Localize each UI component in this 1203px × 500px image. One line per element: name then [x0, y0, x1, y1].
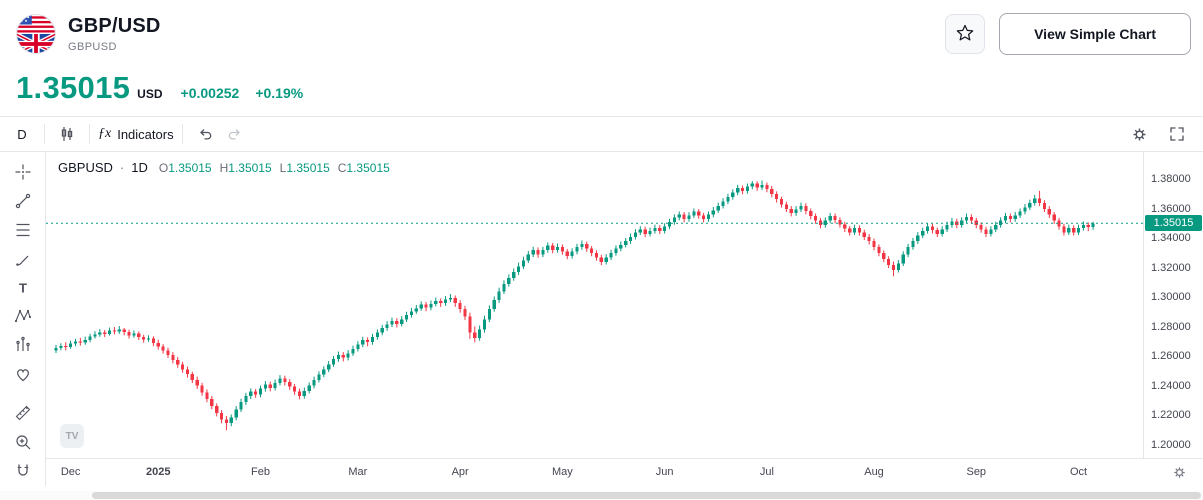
- scrollbar-thumb[interactable]: [92, 492, 1201, 499]
- price-tick: 1.38000: [1151, 173, 1191, 186]
- tool-crosshair-button[interactable]: [9, 160, 37, 187]
- quote-row: 1.35015 USD +0.00252 +0.19%: [0, 64, 1203, 116]
- price-tick: 1.28000: [1151, 320, 1191, 333]
- time-label: May: [552, 466, 573, 478]
- legend-symbol[interactable]: GBPUSD: [58, 160, 113, 175]
- interval-button[interactable]: D: [8, 120, 36, 148]
- price-tick: 1.36000: [1151, 202, 1191, 215]
- toolbar-separator: [44, 124, 45, 144]
- legend-open: 1.35015: [168, 160, 212, 175]
- text-tool-icon: T: [14, 279, 32, 300]
- tradingview-watermark: TV: [60, 424, 84, 448]
- gear-icon: [1172, 467, 1187, 483]
- indicators-label: Indicators: [117, 126, 174, 142]
- candlestick-chart[interactable]: [46, 152, 1143, 458]
- indicators-button[interactable]: ƒx Indicators: [98, 120, 174, 148]
- price-tick: 1.32000: [1151, 261, 1191, 274]
- gbpusd-flag-icon: [16, 14, 56, 54]
- redo-button[interactable]: [221, 120, 249, 148]
- toolbar-separator: [89, 124, 90, 144]
- undo-arrow-icon: [197, 126, 213, 142]
- page-title: GBP/USD: [68, 15, 161, 37]
- legend-low: 1.35015: [286, 160, 330, 175]
- forecast-bars-icon: [14, 336, 32, 357]
- time-label: Apr: [451, 466, 469, 478]
- tool-fib-retracement-button[interactable]: [9, 218, 37, 245]
- last-price: 1.35015: [16, 70, 131, 105]
- tool-forecast-button[interactable]: [9, 333, 37, 360]
- price-tick: 1.30000: [1151, 291, 1191, 304]
- chart-settings-button[interactable]: [1125, 120, 1153, 148]
- tool-zoom-in-button[interactable]: [9, 430, 37, 457]
- legend-interval[interactable]: 1D: [131, 160, 148, 175]
- trend-line-icon: [14, 192, 32, 213]
- time-label: Jun: [655, 466, 674, 478]
- time-label: Jul: [759, 466, 774, 478]
- favorite-button[interactable]: [945, 14, 986, 54]
- legend-close: 1.35015: [346, 160, 390, 175]
- svg-text:T: T: [19, 280, 27, 295]
- candles-icon: [58, 125, 76, 143]
- view-simple-chart-button[interactable]: View Simple Chart: [999, 13, 1191, 55]
- price-tick: 1.22000: [1151, 409, 1191, 422]
- time-label: Mar: [348, 466, 368, 478]
- ruler-icon: [14, 404, 32, 425]
- chart-pane[interactable]: GBPUSD · 1D O1.35015 H1.35015 L1.35015 C…: [46, 152, 1203, 486]
- price-tick: 1.20000: [1151, 438, 1191, 451]
- symbol-header: GBP/USD GBPUSD View Simple Chart: [0, 0, 1203, 64]
- tool-trend-line-button[interactable]: [9, 189, 37, 216]
- legend-separator: ·: [119, 160, 125, 175]
- price-axis[interactable]: 1.35015 1.38000 1.36000 1.34000 1.32000 1.30…: [1143, 152, 1203, 458]
- time-label: Aug: [864, 466, 884, 478]
- tool-emoji-button[interactable]: [9, 362, 37, 389]
- time-label: Oct: [1069, 466, 1088, 478]
- tool-magnet-button[interactable]: [9, 459, 37, 486]
- fullscreen-button[interactable]: [1163, 120, 1191, 148]
- tool-brush-button[interactable]: [9, 247, 37, 274]
- price-change: +0.00252: [180, 85, 240, 101]
- magnet-icon: [14, 462, 32, 483]
- drawing-tools-sidebar: T: [0, 152, 46, 486]
- xabcd-pattern-icon: [14, 307, 32, 328]
- last-price-tag: 1.35015: [1145, 215, 1202, 232]
- price-tick: 1.34000: [1151, 232, 1191, 245]
- time-label: Feb: [251, 466, 270, 478]
- undo-button[interactable]: [191, 120, 219, 148]
- horizontal-scrollbar: [0, 491, 1203, 500]
- fullscreen-icon: [1169, 126, 1185, 142]
- time-label: Dec: [60, 466, 81, 478]
- price-tick: 1.26000: [1151, 350, 1191, 363]
- tool-text-button[interactable]: T: [9, 276, 37, 303]
- legend-high: 1.35015: [228, 160, 272, 175]
- legend-ohlc: O1.35015 H1.35015 L1.35015 C1.35015: [158, 160, 390, 175]
- crosshair-icon: [14, 163, 32, 184]
- tool-xabcd-pattern-button[interactable]: [9, 305, 37, 332]
- time-axis[interactable]: Dec 2025 Feb Mar Apr May Jun Jul Aug Sep Oct: [46, 458, 1203, 486]
- star-icon: [955, 23, 975, 46]
- fx-icon: ƒx: [98, 126, 112, 141]
- quote-currency: USD: [137, 87, 163, 101]
- symbol-code: GBPUSD: [68, 41, 117, 53]
- price-change-percent: +0.19%: [255, 85, 304, 101]
- heart-icon: [14, 365, 32, 386]
- candle-style-button[interactable]: [53, 120, 81, 148]
- redo-arrow-icon: [227, 126, 243, 142]
- chart-shell: T GBPUSD · 1D O1.35015 H1.35015 L1.35015…: [0, 152, 1203, 486]
- fib-retracement-icon: [14, 221, 32, 242]
- brush-icon: [14, 250, 32, 271]
- axis-settings-button[interactable]: [1172, 465, 1187, 483]
- zoom-in-icon: [14, 433, 32, 454]
- gear-icon: [1131, 126, 1148, 143]
- time-label: Sep: [966, 466, 987, 478]
- price-tick: 1.24000: [1151, 379, 1191, 392]
- toolbar-separator: [181, 124, 183, 144]
- chart-legend: GBPUSD · 1D O1.35015 H1.35015 L1.35015 C…: [58, 160, 390, 175]
- tool-measure-button[interactable]: [9, 401, 37, 428]
- time-label: 2025: [146, 466, 171, 478]
- chart-toolbar: D ƒx Indicators: [0, 116, 1203, 152]
